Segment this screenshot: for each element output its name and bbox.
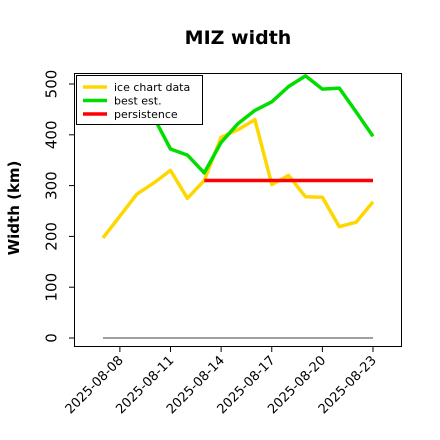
legend-label: persistence bbox=[114, 108, 178, 121]
y-tick-label: 300 bbox=[43, 171, 61, 200]
y-axis-label: Width (km) bbox=[5, 161, 23, 256]
y-tick-label: 500 bbox=[43, 70, 61, 99]
x-axis: 2025-08-082025-08-112025-08-142025-08-17… bbox=[63, 346, 380, 417]
series-line-best-est bbox=[152, 74, 375, 175]
y-tick-label: 0 bbox=[43, 333, 61, 343]
y-tick-label: 100 bbox=[43, 273, 61, 302]
y-tick-label: 400 bbox=[43, 120, 61, 149]
series-line-ice-chart-data bbox=[101, 117, 375, 239]
plot-frame bbox=[74, 73, 402, 347]
legend-box bbox=[76, 75, 203, 125]
legend-label: ice chart data bbox=[114, 81, 190, 94]
y-axis: 0 100 200 300 400 500 bbox=[43, 70, 75, 343]
series-layer bbox=[101, 74, 375, 339]
legend-label: best est. bbox=[114, 95, 162, 108]
y-tick-label: 200 bbox=[43, 222, 61, 251]
chart-title: MIZ width bbox=[185, 27, 292, 49]
